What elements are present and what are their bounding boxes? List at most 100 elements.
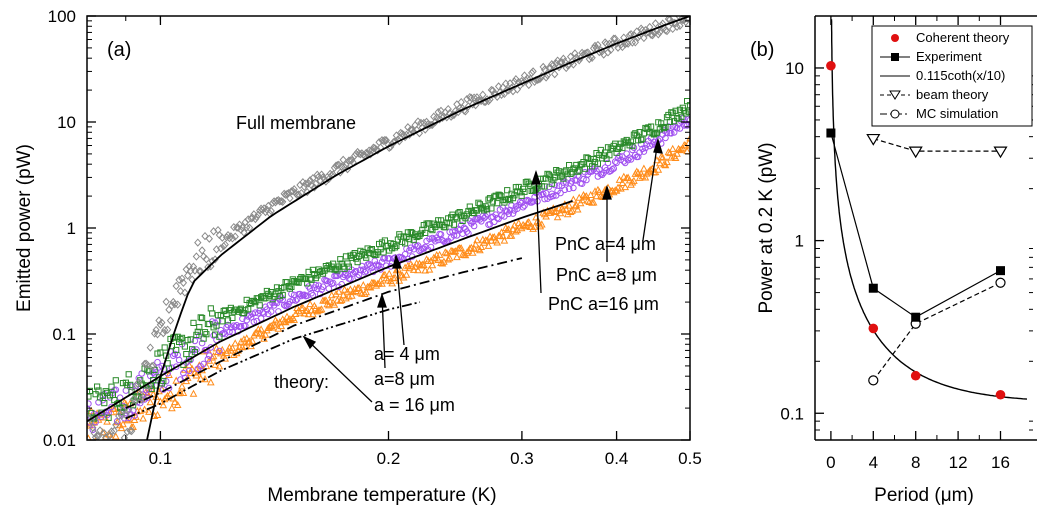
data-point bbox=[221, 354, 230, 362]
panel-b-x-tick-label: 0 bbox=[826, 453, 835, 472]
data-point bbox=[473, 207, 481, 214]
panel-b-y-tick-label: 0.1 bbox=[780, 404, 804, 423]
panel-a-x-tick-label: 0.5 bbox=[678, 449, 702, 468]
data-point bbox=[618, 42, 627, 52]
legend-item-beam: beam theory bbox=[880, 87, 989, 102]
data-point bbox=[373, 261, 380, 269]
data-point bbox=[519, 203, 527, 211]
data-point bbox=[103, 417, 111, 425]
data-point bbox=[315, 172, 323, 181]
beam-theory-point bbox=[993, 146, 1008, 159]
data-point bbox=[654, 30, 662, 39]
data-point bbox=[122, 387, 130, 394]
data-point bbox=[541, 195, 548, 203]
data-point bbox=[607, 45, 615, 55]
data-point bbox=[119, 420, 127, 428]
data-point bbox=[462, 215, 469, 222]
data-point bbox=[401, 263, 409, 271]
data-point bbox=[594, 40, 602, 50]
data-point bbox=[463, 228, 471, 235]
data-point bbox=[672, 107, 679, 114]
data-point bbox=[471, 240, 480, 248]
legend-item-coherent: Coherent theory bbox=[891, 30, 1010, 45]
data-point bbox=[441, 248, 450, 256]
data-point bbox=[632, 167, 641, 175]
panel-a-x-tick-label: 0.4 bbox=[605, 449, 629, 468]
data-point bbox=[484, 206, 491, 213]
data-point bbox=[542, 73, 550, 82]
data-point bbox=[191, 337, 199, 345]
data-point bbox=[671, 153, 680, 161]
data-point bbox=[281, 190, 290, 199]
data-point bbox=[434, 107, 442, 117]
data-point bbox=[557, 189, 564, 197]
data-point bbox=[437, 106, 445, 115]
data-point bbox=[662, 123, 669, 131]
data-point bbox=[371, 257, 379, 265]
data-point bbox=[196, 324, 203, 331]
data-point bbox=[468, 248, 477, 256]
data-point bbox=[205, 234, 213, 243]
data-point bbox=[686, 102, 690, 109]
data-point bbox=[243, 223, 251, 232]
mc-simulation-line bbox=[872, 282, 1001, 381]
data-point bbox=[166, 389, 175, 397]
panel-b-x-tick-label: 16 bbox=[991, 453, 1010, 472]
data-point bbox=[336, 296, 345, 304]
data-point bbox=[329, 279, 337, 287]
data-point bbox=[241, 342, 250, 350]
full-membrane-label: Full membrane bbox=[236, 113, 356, 133]
data-point bbox=[139, 414, 147, 422]
data-point bbox=[356, 288, 365, 296]
data-point bbox=[276, 197, 284, 206]
data-point bbox=[645, 166, 654, 174]
data-point bbox=[194, 238, 202, 247]
data-point bbox=[640, 164, 648, 172]
data-point bbox=[667, 153, 676, 161]
data-point bbox=[317, 305, 326, 313]
data-point bbox=[426, 235, 433, 243]
panel-b-label: (b) bbox=[750, 39, 774, 61]
data-point bbox=[216, 347, 223, 355]
data-point bbox=[345, 292, 353, 300]
theory-line-full-membrane bbox=[146, 16, 690, 440]
series-pnc-a-16-m bbox=[87, 98, 690, 422]
data-point bbox=[250, 318, 258, 326]
data-point bbox=[217, 244, 225, 253]
panel-b-axes: 0 4 8 12 16 0.1 1 10 bbox=[780, 15, 1033, 472]
data-point bbox=[177, 336, 184, 343]
data-point bbox=[194, 328, 201, 335]
experiment-line bbox=[830, 132, 1001, 318]
data-point bbox=[172, 281, 180, 291]
data-point bbox=[171, 300, 179, 309]
data-point bbox=[286, 194, 294, 203]
data-point bbox=[654, 165, 663, 173]
data-point bbox=[312, 281, 320, 289]
data-point bbox=[473, 236, 481, 244]
data-point bbox=[509, 210, 517, 217]
data-point bbox=[136, 406, 145, 414]
data-point bbox=[648, 31, 657, 40]
data-point bbox=[609, 166, 616, 173]
data-point bbox=[618, 178, 627, 186]
data-point bbox=[296, 308, 304, 316]
mc-simulation-point bbox=[995, 277, 1006, 288]
data-point bbox=[583, 196, 592, 204]
data-point bbox=[465, 244, 474, 252]
data-point bbox=[332, 161, 340, 170]
data-point bbox=[391, 273, 399, 281]
data-point bbox=[178, 382, 186, 390]
data-point bbox=[334, 267, 341, 274]
data-point bbox=[431, 254, 440, 262]
legend-coherent-symbol bbox=[891, 34, 899, 42]
experiment-point bbox=[911, 312, 921, 322]
data-point bbox=[139, 393, 147, 402]
data-point bbox=[96, 426, 104, 435]
data-point bbox=[161, 344, 168, 351]
experiment-point bbox=[996, 266, 1005, 276]
data-point bbox=[140, 405, 149, 413]
data-point bbox=[152, 325, 160, 335]
panel-a-label: (a) bbox=[107, 39, 131, 61]
data-point bbox=[341, 271, 348, 279]
data-point bbox=[280, 301, 288, 309]
